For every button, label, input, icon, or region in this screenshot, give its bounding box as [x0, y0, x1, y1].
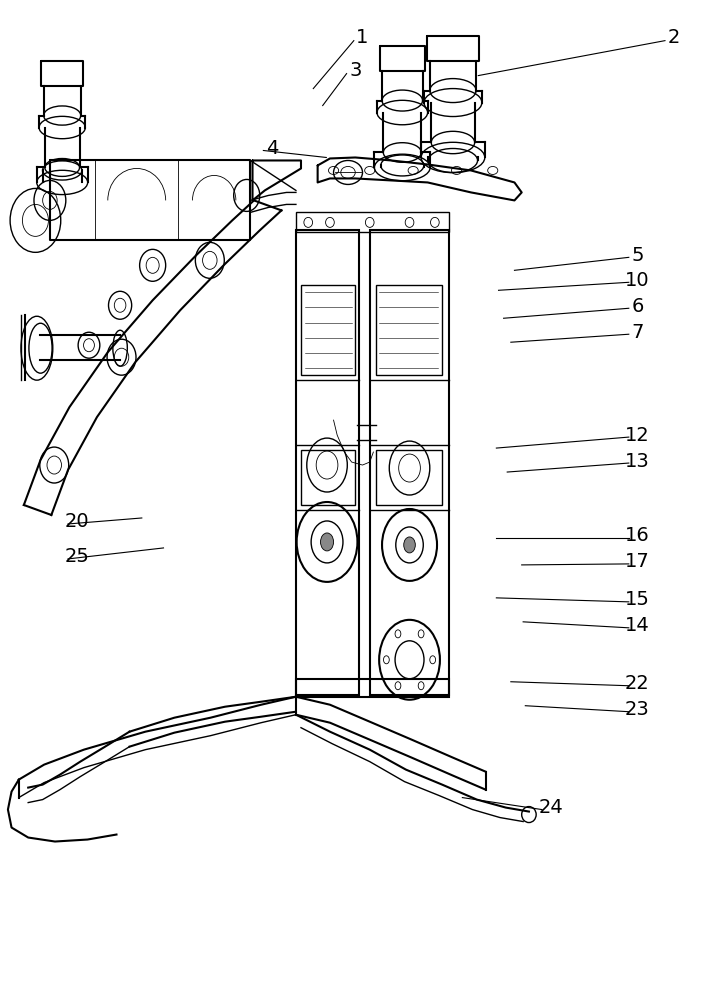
Text: 15: 15: [625, 590, 650, 609]
Ellipse shape: [320, 533, 334, 551]
Bar: [370, 230, 450, 695]
Text: 5: 5: [631, 246, 644, 265]
Bar: [296, 230, 359, 695]
Text: 22: 22: [625, 674, 650, 693]
Bar: [376, 285, 442, 375]
Text: 20: 20: [65, 512, 89, 531]
Text: 10: 10: [625, 271, 650, 290]
Text: 7: 7: [631, 323, 644, 342]
Text: 4: 4: [266, 139, 278, 158]
Text: 16: 16: [625, 526, 650, 545]
Text: 6: 6: [631, 297, 644, 316]
Bar: [296, 679, 450, 697]
Text: 3: 3: [349, 61, 362, 80]
Text: 1: 1: [356, 28, 369, 47]
Text: 12: 12: [625, 426, 650, 445]
Bar: [376, 450, 442, 505]
Text: 24: 24: [538, 798, 563, 817]
Bar: [301, 450, 355, 505]
Text: 13: 13: [625, 452, 650, 471]
Text: 17: 17: [625, 552, 650, 571]
Text: 25: 25: [65, 547, 89, 566]
Bar: [296, 212, 450, 232]
Bar: [301, 285, 355, 375]
Text: 2: 2: [668, 28, 680, 47]
Text: 23: 23: [625, 700, 650, 719]
Ellipse shape: [404, 537, 415, 553]
Text: 14: 14: [625, 616, 650, 635]
